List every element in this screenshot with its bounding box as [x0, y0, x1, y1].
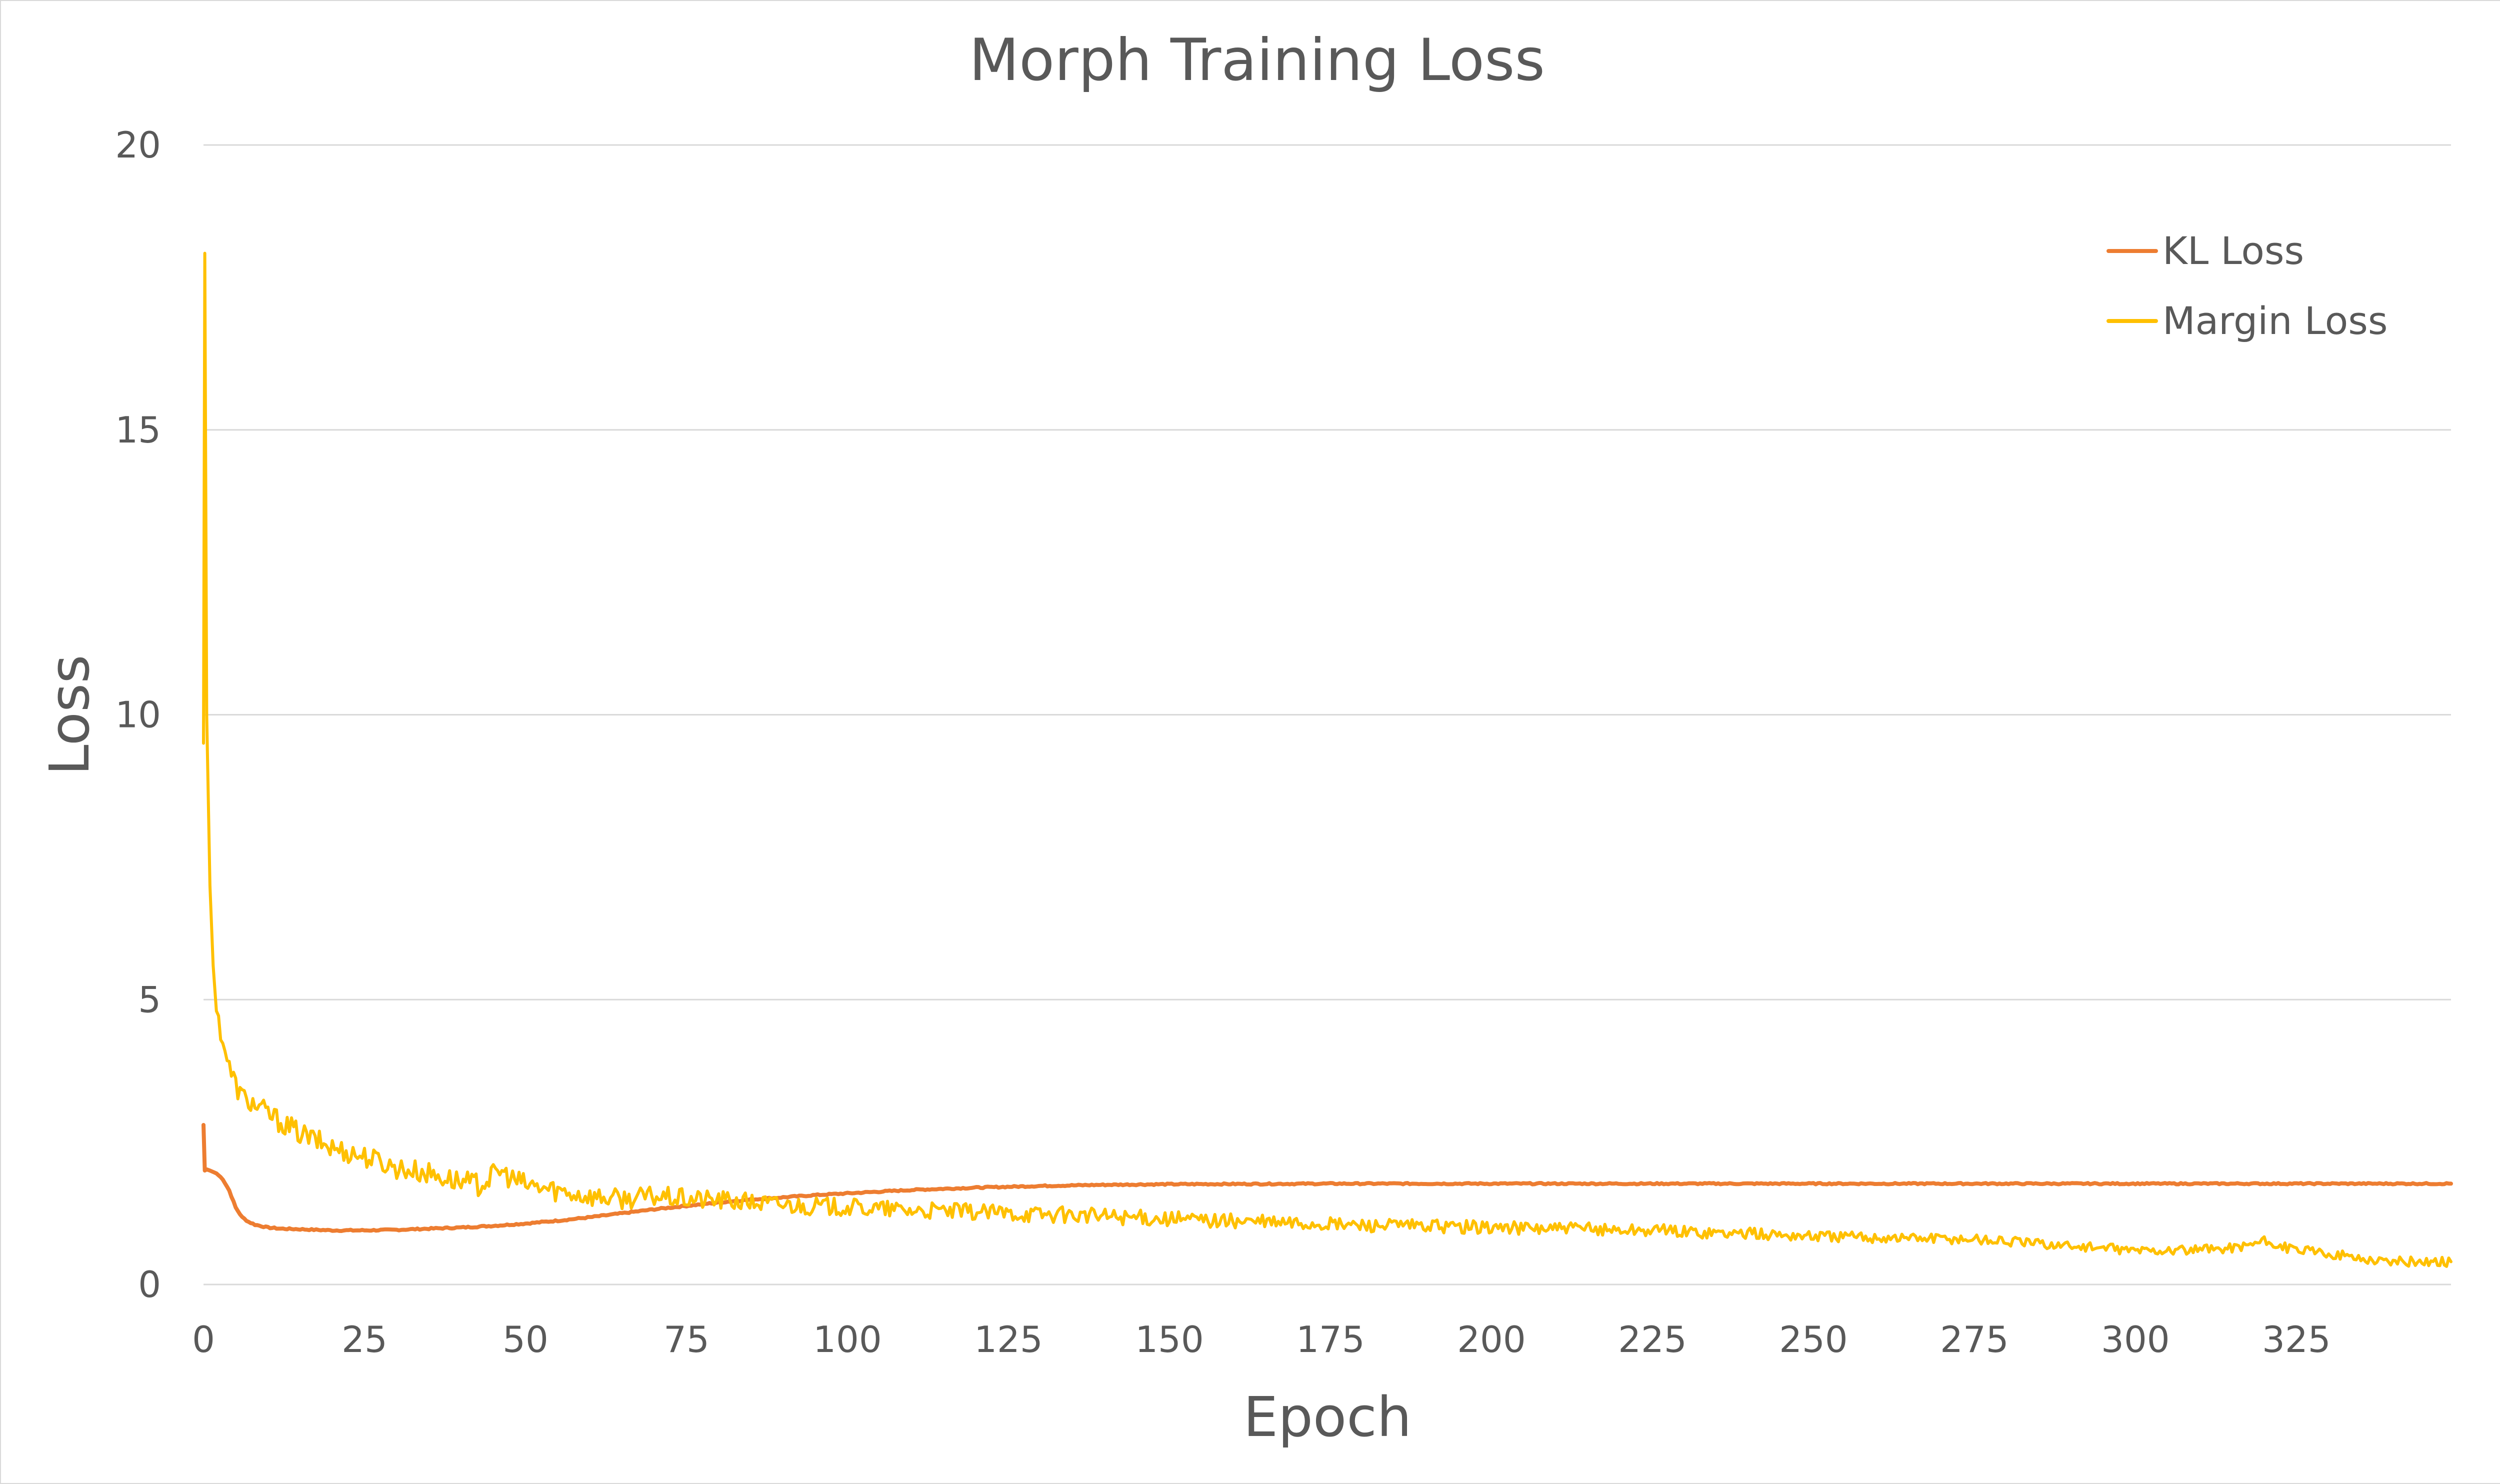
- series-line-margin-loss: [202, 252, 2452, 1268]
- x-tick-label: 150: [1135, 1318, 1204, 1360]
- y-tick-label: 20: [115, 124, 161, 166]
- x-tick-label: 100: [813, 1318, 882, 1360]
- legend: KL Loss Margin Loss: [2106, 228, 2388, 343]
- series-lines: [202, 252, 2453, 1268]
- y-axis-ticks: 0 5 10 15 20: [115, 124, 161, 1306]
- y-axis-title: Loss: [38, 654, 102, 775]
- x-tick-label: 325: [2262, 1318, 2330, 1360]
- x-tick-label: 75: [664, 1318, 710, 1360]
- x-axis-title: Epoch: [1244, 1385, 1412, 1449]
- x-tick-label: 250: [1779, 1318, 1848, 1360]
- x-tick-label: 300: [2101, 1318, 2170, 1360]
- x-tick-label: 175: [1296, 1318, 1364, 1360]
- y-tick-label: 0: [138, 1264, 161, 1306]
- x-axis-ticks: 0 25 50 75 100 125 150 175 200 225 250 275 300 325: [192, 1318, 2331, 1360]
- x-tick-label: 25: [342, 1318, 388, 1360]
- series-line-kl-loss: [202, 1122, 2453, 1233]
- y-tick-label: 10: [115, 694, 161, 736]
- legend-label: Margin Loss: [2162, 298, 2388, 343]
- y-tick-label: 15: [115, 409, 161, 451]
- x-tick-label: 225: [1618, 1318, 1686, 1360]
- x-tick-label: 200: [1457, 1318, 1526, 1360]
- x-tick-label: 50: [502, 1318, 548, 1360]
- x-tick-label: 275: [1940, 1318, 2008, 1360]
- x-tick-label: 125: [974, 1318, 1042, 1360]
- gridlines: [204, 144, 2451, 1286]
- x-tick-label: 0: [192, 1318, 215, 1360]
- y-tick-label: 5: [138, 978, 161, 1020]
- chart-title: Morph Training Loss: [969, 26, 1545, 94]
- legend-label: KL Loss: [2162, 228, 2304, 273]
